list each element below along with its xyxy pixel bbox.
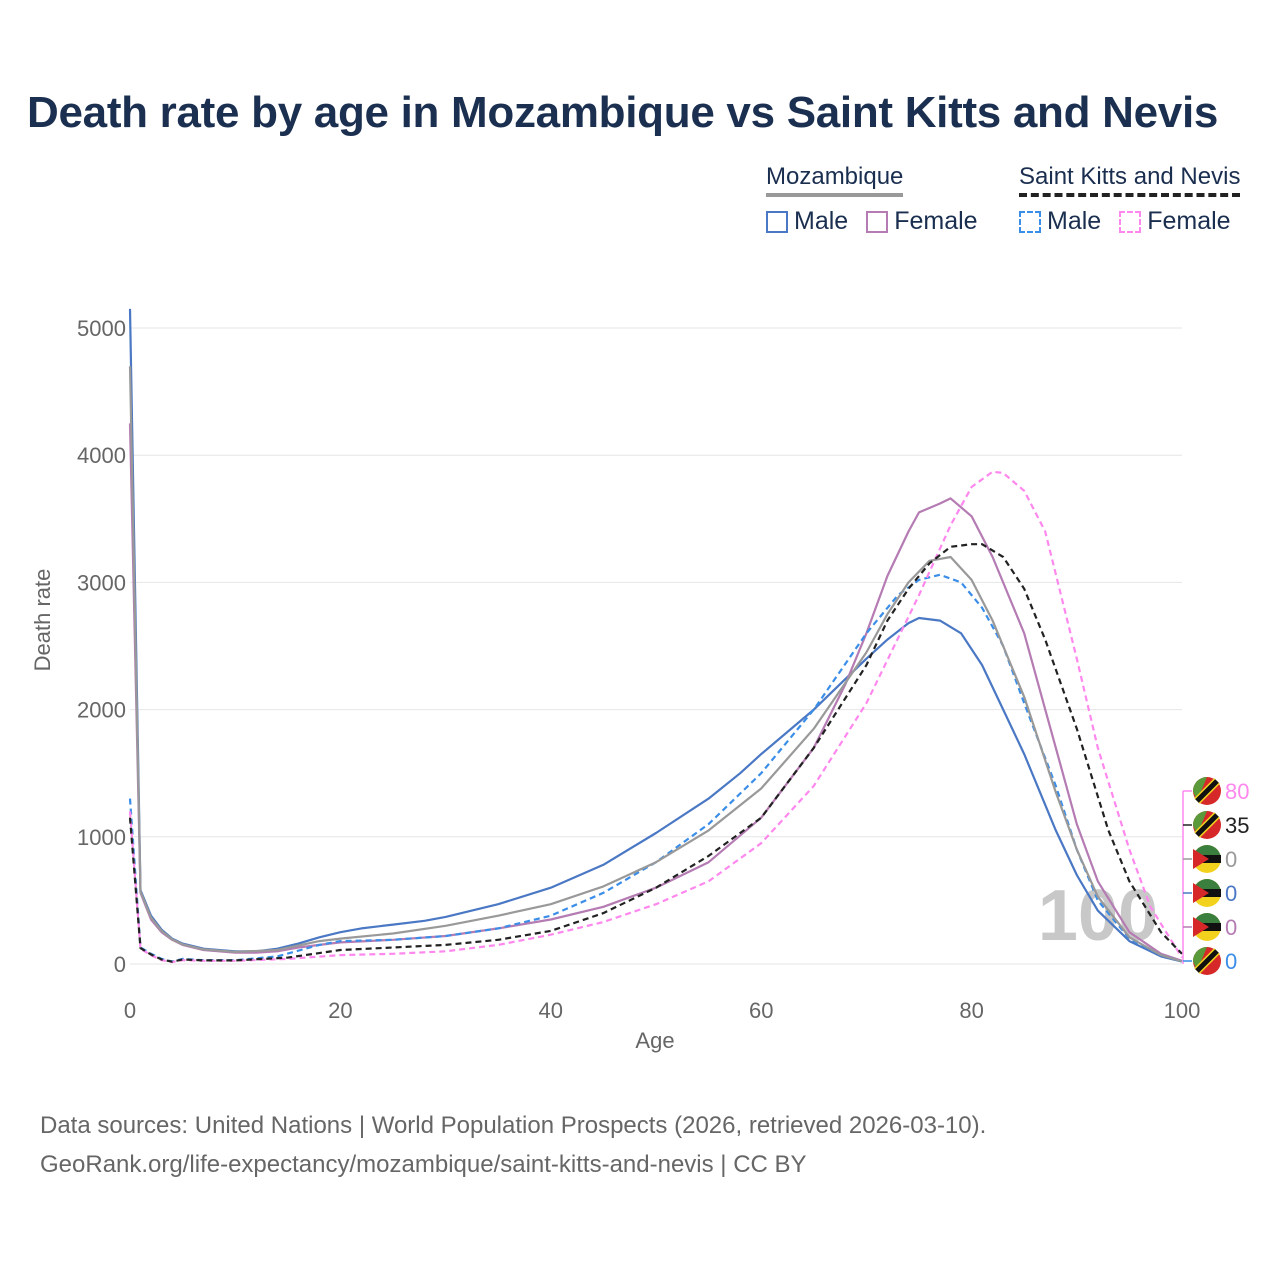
legend-group-title: Mozambique [766, 163, 904, 197]
x-axis-label: Age [635, 1028, 674, 1053]
x-tick-label: 0 [124, 998, 136, 1023]
end-label-value: 35 [1225, 813, 1249, 838]
y-tick-label: 2000 [77, 698, 126, 723]
x-tick-label: 60 [749, 998, 773, 1023]
y-axis-label: Death rate [30, 569, 55, 672]
legend-item-skn-female[interactable]: Female [1119, 207, 1231, 236]
legend-label: Male [794, 207, 849, 235]
series-line-saint-kitts-and-nevis-total[interactable] [128, 543, 1183, 963]
legend-item-skn-male[interactable]: Male [1019, 207, 1101, 236]
legend-label: Female [1147, 207, 1231, 235]
end-label-value: 0 [1225, 881, 1237, 906]
legend-swatch [1119, 210, 1142, 233]
flag-stripe-black [1195, 949, 1219, 973]
legend-swatch [766, 210, 788, 233]
flag-green [1193, 777, 1207, 801]
x-tick-label: 100 [1164, 998, 1201, 1023]
source-note: Data sources: United Nations | World Pop… [40, 1106, 986, 1184]
y-tick-label: 4000 [77, 443, 126, 468]
flag-green [1193, 811, 1207, 835]
x-tick-label: 20 [328, 998, 352, 1023]
flag-mozambique-icon [1193, 913, 1221, 941]
y-tick-label: 0 [114, 952, 126, 977]
flag-green [1193, 879, 1221, 893]
source-line-2[interactable]: GeoRank.org/life-expectancy/mozambique/s… [40, 1151, 807, 1178]
flag-green [1193, 947, 1207, 971]
flag-red [1193, 849, 1209, 869]
y-tick-label: 5000 [77, 316, 126, 341]
end-label-value: 0 [1225, 949, 1237, 974]
flag-mozambique-icon [1193, 845, 1221, 873]
flag-saint-kitts-and-nevis-icon [1193, 811, 1221, 839]
series-line-saint-kitts-and-nevis-female[interactable] [128, 470, 1183, 964]
source-line-1: Data sources: United Nations | World Pop… [40, 1112, 987, 1139]
flag-red [1193, 883, 1209, 903]
x-tick-label: 80 [959, 998, 983, 1023]
flag-stripe-black [1195, 813, 1219, 837]
legend-item-mozambique-male[interactable]: Male [766, 207, 848, 236]
flag-stripe-black [1195, 779, 1219, 803]
legend-label: Female [894, 207, 978, 235]
chart-title: Death rate by age in Mozambique vs Saint… [27, 88, 1219, 137]
series-line-mozambique-female[interactable] [128, 423, 1183, 962]
flag-mozambique-icon [1193, 879, 1221, 907]
flag-green [1193, 913, 1221, 927]
legend-label: Male [1047, 207, 1102, 235]
y-tick-label: 3000 [77, 570, 126, 595]
end-label-value: 80 [1225, 779, 1249, 804]
legend-group-title: Saint Kitts and Nevis [1019, 163, 1241, 197]
flag-saint-kitts-and-nevis-icon [1193, 947, 1221, 975]
legend-swatch [866, 210, 889, 233]
legend-swatch [1019, 210, 1041, 233]
legend-group-saint-kitts-and-nevis: Saint Kitts and Nevis Male Female [1019, 162, 1241, 236]
end-label-value: 0 [1225, 915, 1237, 940]
legend-group-mozambique: Mozambique Male Female [766, 162, 978, 236]
legend-item-mozambique-female[interactable]: Female [866, 207, 978, 236]
flag-green [1193, 845, 1221, 859]
flag-red [1193, 917, 1209, 937]
end-label-value: 0 [1225, 847, 1237, 872]
x-tick-label: 40 [539, 998, 563, 1023]
series-line-mozambique-total[interactable] [128, 366, 1183, 963]
y-tick-label: 1000 [77, 825, 126, 850]
flag-saint-kitts-and-nevis-icon [1193, 777, 1221, 805]
